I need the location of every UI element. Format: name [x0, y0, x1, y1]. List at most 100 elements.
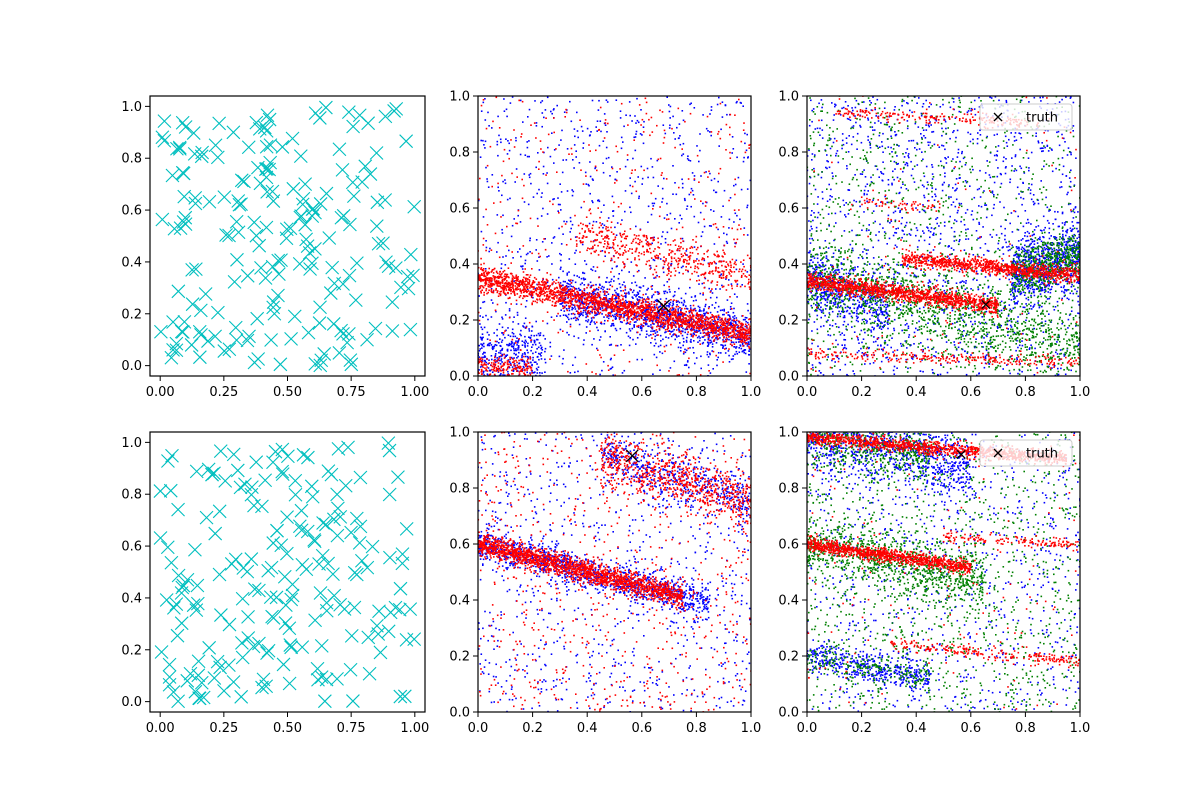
- data-point: [746, 133, 748, 136]
- data-point: [551, 112, 553, 115]
- data-point: [740, 326, 743, 329]
- data-point: [504, 278, 507, 280]
- data-point: [499, 338, 501, 340]
- data-point: [669, 310, 671, 313]
- data-point: [701, 258, 703, 261]
- data-point: [484, 119, 487, 121]
- data-point: [578, 308, 581, 310]
- data-point: [626, 309, 629, 311]
- data-point: [679, 307, 681, 309]
- data-point: [493, 279, 496, 281]
- data-point: [707, 336, 710, 339]
- data-point: [554, 302, 557, 305]
- data-point: [738, 270, 740, 273]
- data-point: [716, 359, 718, 361]
- data-point: [671, 312, 674, 315]
- data-point: [711, 271, 713, 273]
- data-point: [722, 324, 725, 326]
- data-point: [486, 178, 488, 180]
- data-point: [707, 307, 710, 310]
- data-point: [511, 331, 514, 334]
- data-point: [730, 339, 732, 342]
- data-point: [601, 304, 603, 307]
- data-point: [501, 339, 504, 342]
- data-point: [547, 288, 549, 290]
- data-point: [551, 300, 554, 303]
- data-point: [630, 304, 633, 307]
- data-point: [701, 273, 704, 276]
- data-point: [615, 300, 617, 303]
- data-point: [732, 322, 734, 325]
- data-point: [640, 165, 643, 168]
- data-point: [492, 347, 495, 349]
- data-point: [635, 302, 638, 305]
- data-point: [536, 287, 538, 289]
- data-point: [520, 255, 522, 258]
- data-point: [604, 293, 606, 295]
- data-point: [512, 257, 514, 259]
- data-point: [570, 295, 572, 298]
- data-point: [643, 307, 645, 309]
- data-point: [589, 134, 591, 136]
- data-point: [511, 224, 514, 227]
- data-point: [635, 247, 638, 250]
- data-point: [492, 272, 495, 274]
- data-point: [747, 156, 749, 158]
- data-point: [483, 275, 485, 278]
- x-marker: [403, 247, 418, 262]
- data-point: [491, 291, 493, 294]
- data-point: [553, 305, 556, 307]
- data-point: [610, 315, 612, 318]
- data-point: [654, 320, 657, 322]
- data-point: [573, 286, 575, 289]
- data-point: [593, 338, 595, 340]
- data-point: [729, 317, 731, 320]
- data-point: [478, 277, 480, 279]
- data-point: [524, 346, 526, 348]
- x-marker: [164, 350, 179, 365]
- data-point: [617, 306, 619, 308]
- data-point: [651, 285, 654, 287]
- x-marker: [332, 345, 347, 360]
- data-point: [736, 285, 738, 287]
- data-point: [665, 336, 667, 338]
- data-point: [679, 258, 681, 260]
- data-point: [636, 264, 638, 267]
- data-point: [715, 334, 717, 337]
- data-point: [707, 318, 710, 321]
- data-point: [635, 343, 637, 345]
- x-marker: [237, 174, 251, 189]
- data-point: [588, 295, 591, 297]
- data-point: [583, 289, 586, 292]
- data-point: [546, 296, 548, 298]
- data-point: [593, 304, 596, 307]
- data-point: [598, 226, 601, 229]
- data-point: [733, 307, 735, 310]
- data-point: [701, 231, 704, 233]
- data-point: [518, 283, 520, 286]
- data-point: [612, 300, 615, 303]
- data-point: [511, 280, 514, 282]
- y-axis: 0.00.20.40.60.81.0: [121, 100, 150, 374]
- data-point: [717, 270, 719, 273]
- data-point: [624, 265, 626, 268]
- data-point: [659, 325, 661, 327]
- data-point: [581, 296, 584, 299]
- data-point: [729, 335, 731, 338]
- data-point: [687, 320, 689, 323]
- data-point: [589, 302, 591, 304]
- data-point: [652, 293, 655, 296]
- data-point: [631, 313, 634, 315]
- data-point: [627, 322, 629, 324]
- data-point: [623, 313, 625, 315]
- x-marker: [334, 210, 349, 225]
- data-point: [580, 313, 583, 316]
- data-point: [581, 130, 584, 132]
- data-point: [679, 342, 681, 344]
- data-point: [637, 238, 639, 240]
- data-point: [522, 284, 524, 287]
- data-point: [732, 311, 735, 314]
- data-point: [669, 307, 672, 310]
- data-point: [614, 313, 616, 316]
